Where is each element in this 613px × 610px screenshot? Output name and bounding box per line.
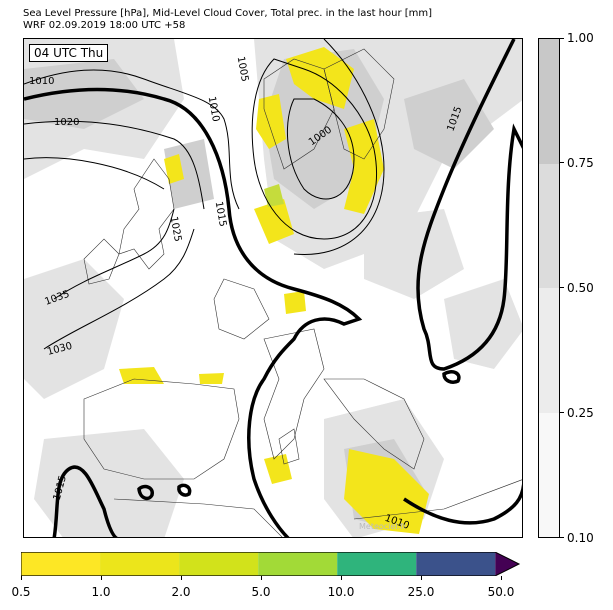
cloud-colorbar-segment xyxy=(539,288,559,413)
coastline xyxy=(323,378,425,470)
precip-tick-label: 0.5 xyxy=(11,585,31,599)
cloud-colorbar-segment xyxy=(539,163,559,288)
cloud-tick xyxy=(560,412,564,413)
isobar-1015 xyxy=(442,370,461,384)
cloud-tick-label: 1.00 xyxy=(567,31,594,45)
precip-colorbar-segment xyxy=(179,552,259,576)
cloud-patch xyxy=(24,259,124,399)
chart-subtitle: WRF 02.09.2019 18:00 UTC +58 xyxy=(23,20,186,31)
precip-tick xyxy=(261,576,262,580)
coastline xyxy=(323,48,395,160)
precip-tick-label: 10.0 xyxy=(327,585,355,599)
cloud-tick xyxy=(560,162,564,163)
precip-tick xyxy=(421,576,422,580)
precip-tick-label: 1.0 xyxy=(91,585,111,599)
coastline xyxy=(263,328,325,460)
isobar-1015 xyxy=(137,484,154,501)
coastline xyxy=(263,58,335,170)
isobar xyxy=(24,120,205,210)
precip-patch xyxy=(284,291,306,314)
precip-tick-label: 5.0 xyxy=(251,585,271,599)
precip-tick-label: 50.0 xyxy=(487,585,515,599)
isobar-1015 xyxy=(52,465,119,537)
precip-tick xyxy=(21,576,22,580)
isobar xyxy=(251,58,378,240)
precip-colorbar-segment xyxy=(100,552,180,576)
cloud-colorbar-segment xyxy=(539,39,559,164)
coastline xyxy=(353,479,522,520)
chart-title: Sea Level Pressure [hPa], Mid-Level Clou… xyxy=(23,8,433,19)
precip-tick xyxy=(341,576,342,580)
precip-tick xyxy=(501,576,502,580)
precip-patch xyxy=(344,119,384,214)
cloud-tick xyxy=(560,287,564,288)
isobar-1015 xyxy=(416,39,522,371)
precip-tick-label: 25.0 xyxy=(407,585,435,599)
precip-tick xyxy=(181,576,182,580)
cloud-tick xyxy=(560,38,564,39)
isobar-1015 xyxy=(403,482,522,525)
isobar xyxy=(293,39,385,256)
precip-patch xyxy=(254,199,294,244)
precip-patch xyxy=(264,454,292,484)
cloud-patch xyxy=(24,59,144,129)
cloud-cover-colorbar xyxy=(538,38,560,538)
isobar xyxy=(53,208,175,300)
isobar-1015 xyxy=(24,87,363,537)
coastline xyxy=(83,378,240,480)
map-panel: 04 UTC Thu 1010 1020 1010 1005 1000 1015… xyxy=(23,38,523,538)
precip-colorbar xyxy=(21,552,521,576)
precip-colorbar-segment xyxy=(337,552,417,576)
cloud-tick-label: 0.50 xyxy=(567,281,594,295)
cloud-patch xyxy=(34,429,184,537)
isobar-1015 xyxy=(177,483,192,497)
cloud-patch xyxy=(404,79,494,169)
precip-patch xyxy=(119,367,164,384)
cloud-colorbar-segment xyxy=(539,412,559,537)
precip-colorbar-extend xyxy=(495,552,520,576)
precip-patch xyxy=(164,154,184,184)
isobar-1015-layer xyxy=(24,39,522,537)
cloud-tick xyxy=(560,537,564,538)
precip-patch xyxy=(264,184,284,207)
precip-green-layer xyxy=(264,184,284,207)
precip-patch xyxy=(199,373,224,384)
isobar xyxy=(286,98,355,200)
isobar xyxy=(24,157,165,190)
precip-tick xyxy=(101,576,102,580)
coastline xyxy=(278,428,300,465)
forecast-time-label: 04 UTC Thu xyxy=(29,44,109,62)
cloud-patch xyxy=(444,279,522,369)
isobar xyxy=(24,69,240,210)
coastline xyxy=(113,498,283,537)
cloud-tick-label: 0.75 xyxy=(567,156,594,170)
precip-colorbar-segment xyxy=(21,552,101,576)
precip-colorbar-segment xyxy=(258,552,338,576)
cloud-patch xyxy=(364,209,464,299)
precip-colorbar-segment xyxy=(416,552,496,576)
map-canvas xyxy=(24,39,522,537)
precip-patch xyxy=(256,94,286,149)
isobar-layer xyxy=(24,39,385,350)
coastline xyxy=(118,158,175,270)
precip-tick-label: 2.0 xyxy=(171,585,191,599)
cloud-tick-label: 0.25 xyxy=(567,406,594,420)
coastline xyxy=(213,278,270,340)
cloud-tick-label: 0.10 xyxy=(567,531,594,545)
isobar xyxy=(43,228,195,350)
